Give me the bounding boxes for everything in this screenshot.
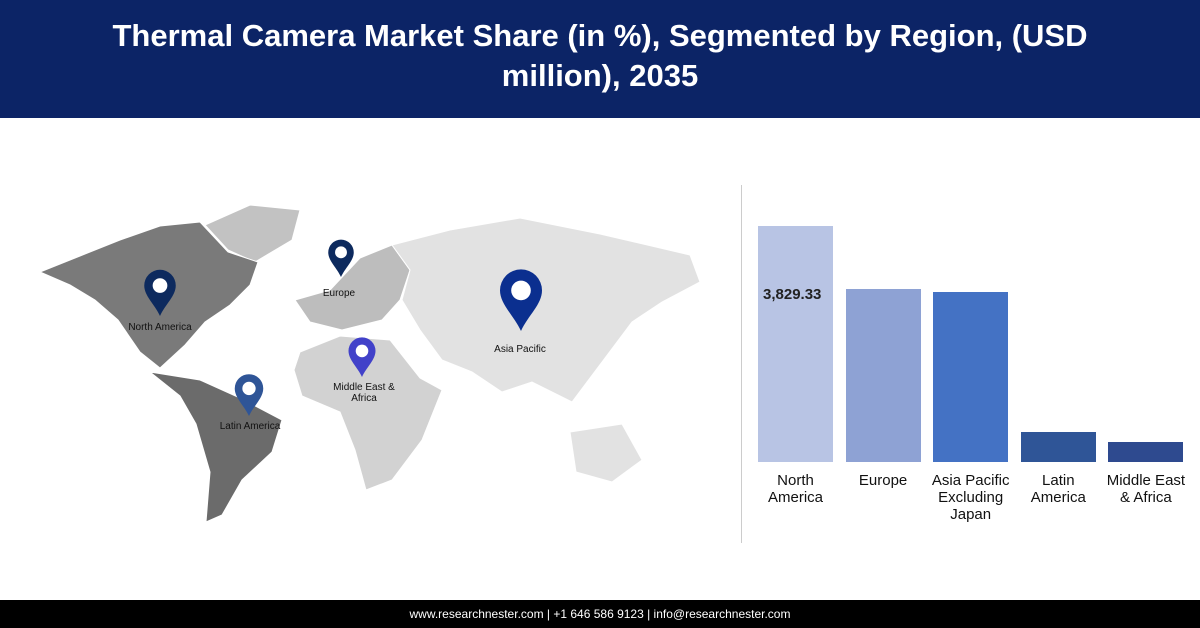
map-pin [500,269,542,331]
pin-shape [234,374,264,416]
pin-shape [500,269,542,331]
pin-hole [152,278,168,293]
x-tick-label: North America [767,472,823,506]
title: Thermal Camera Market Share (in %), Segm… [0,0,1200,118]
map-label: Latin America [219,421,281,432]
bar [845,289,921,462]
bar [933,292,1009,462]
map-pin [328,239,354,277]
bar [758,226,833,462]
map-pin [234,374,264,416]
bar [1108,441,1184,462]
map-label: North America [128,322,192,333]
footer: www.researchnester.com | +1 646 586 9123… [0,600,1200,628]
pin-hole [511,280,531,301]
map-label: Europe [322,288,356,299]
bar [1020,431,1096,462]
pin-hole [242,381,256,396]
x-tick-label: Asia Pacific Excluding Japan [931,472,1010,523]
value-label: 3,829.33 [763,286,822,303]
map-pin [348,337,376,377]
x-tick-label: Middle East & Africa [1106,472,1186,506]
map-label: Asia Pacific [494,344,546,355]
pin-hole [355,344,369,358]
x-tick-label: Europe [858,472,908,489]
pin-hole [335,246,347,259]
pin-shape [348,337,376,377]
map-pin [144,269,176,316]
map-label: Middle East & Africa [333,382,395,404]
world-map [38,204,701,523]
separator [741,185,742,543]
pin-shape [328,239,354,277]
x-tick-label: Latin America [1030,472,1086,506]
